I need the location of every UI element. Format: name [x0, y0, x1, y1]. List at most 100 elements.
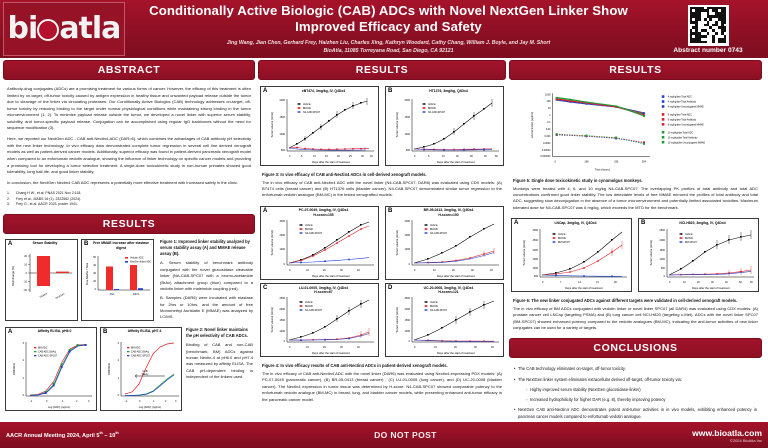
bullet-glyph: • [514, 366, 516, 372]
figure-3b-title: HT1376, 3mg/kg, Q4Dx4 [429, 88, 468, 93]
figure-4b-title: BR-05-0413, 3mg/kg, IV, Q4Dx4 [423, 208, 474, 213]
figure-3a-chart: 2000 1500 1000 500 Tumor volume (mm3) Da… [270, 97, 374, 164]
svg-text:40: 40 [484, 155, 487, 158]
svg-text:0: 0 [284, 340, 286, 343]
svg-text:-20: -20 [23, 289, 27, 292]
qr-code-icon[interactable] [687, 4, 729, 46]
column-left: ABSTRACT Antibody-drug conjugates (ADCs)… [3, 60, 255, 422]
svg-text:BM-MC: BM-MC [685, 237, 693, 240]
figure-1b-title: Free MMAE increase after elastase digest [93, 241, 149, 250]
legend-item: 4 mg/kg/dse Total ADC [668, 96, 692, 99]
poster-header: bi atla Conditionally Active Biologic (CA… [0, 0, 768, 58]
svg-text:0: 0 [555, 161, 557, 164]
svg-text:1: 1 [549, 114, 551, 117]
svg-text:20: 20 [337, 155, 340, 158]
svg-text:0: 0 [139, 400, 141, 403]
figure-3b-chart: 2000 1500 1000 500 Tumor volume (mm3) Da… [395, 98, 499, 164]
poster-footer: AACR Annual Meeting 2024, April 5th – 10… [0, 422, 768, 448]
svg-text:10: 10 [313, 155, 316, 158]
svg-text:1: 1 [23, 377, 25, 380]
svg-text:40: 40 [725, 281, 728, 284]
section-header-conclusions: CONCLUSIONS [509, 338, 762, 359]
title-line-2: Improved Efficacy and Safety [295, 19, 482, 35]
svg-text:20: 20 [454, 346, 457, 349]
panel-letter-b: B [388, 88, 393, 94]
svg-text:0: 0 [95, 288, 97, 291]
svg-text:CAB-ADC-SPC07: CAB-ADC-SPC07 [38, 354, 58, 357]
do-not-post-notice: DO NOT POST [374, 430, 437, 440]
svg-text:0: 0 [542, 281, 544, 284]
svg-text:30: 30 [471, 269, 474, 272]
legend-item: 10 mg/kg/dse Unconjugated MMAE [668, 141, 706, 144]
figure-4d-title: UC-20-0008, 3mg/kg, IV, Q4Dx4 [423, 285, 474, 290]
figure-2a-chart: 3 2 1 0 OD450nm -1 0 1 2 3 Log [ADC] (ng… [12, 341, 92, 409]
svg-text:30: 30 [470, 155, 473, 158]
svg-text:30: 30 [361, 155, 364, 158]
svg-text:2000: 2000 [279, 308, 285, 311]
svg-text:336: 336 [614, 161, 619, 164]
svg-text:N4-CAB-SPC07: N4-CAB-SPC07 [303, 111, 321, 114]
svg-text:2000: 2000 [404, 99, 410, 102]
svg-text:Time (hours): Time (hours) [595, 168, 610, 172]
svg-text:500: 500 [406, 149, 411, 152]
svg-text:500: 500 [534, 275, 539, 278]
figure-4c-subtitle: H-score=67 [314, 290, 333, 294]
logo-text: bi atla [7, 11, 122, 46]
svg-text:Tumor volume (mm3): Tumor volume (mm3) [395, 308, 399, 334]
svg-text:1000: 1000 [532, 267, 538, 270]
panel-letter-c: C [263, 285, 268, 292]
svg-text:N4-CAB-SPC07: N4-CAB-SPC07 [305, 232, 323, 235]
svg-text:1000: 1000 [404, 133, 410, 136]
svg-text:2000: 2000 [659, 239, 665, 242]
figure-5-caption: Figure 5: Single dose toxicokinetic stud… [509, 176, 762, 211]
svg-text:10hrs: 10hrs [133, 293, 140, 296]
affiliation: BioAtla, 11085 Torreyana Road, San Diego… [323, 47, 454, 54]
list-item: 1. Chang H W., et al. PNAS 2021 Nov 2;118… [7, 191, 82, 196]
svg-text:CAB-ADC (BrAc): CAB-ADC (BrAc) [131, 350, 149, 353]
svg-text:-1: -1 [125, 400, 128, 403]
figure-1-caption: Figure 1: Improved linker stability anal… [158, 239, 253, 321]
figure-2-caption-body: Binding of CAB and non-CAB (benchmark, B… [186, 342, 253, 380]
svg-text:N4-CAB-SPC07: N4-CAB-SPC07 [305, 309, 323, 312]
panel-letter-b: B [103, 328, 108, 335]
svg-text:10: 10 [306, 269, 309, 272]
bullet-glyph: • [514, 376, 516, 382]
website-link[interactable]: www.bioatla.com [692, 427, 762, 438]
svg-text:2000: 2000 [404, 308, 410, 311]
svg-text:30: 30 [340, 269, 343, 272]
figure-3-panel-a: A eBT474, 3mg/kg, IV, Q4Dx4 2000 1500 10… [260, 86, 379, 166]
svg-text:1500: 1500 [659, 249, 665, 252]
svg-text:2hrs: 2hrs [110, 293, 116, 296]
svg-text:NextGen linker ADC: NextGen linker ADC [130, 261, 152, 264]
svg-text:N4-CAB-SPC07: N4-CAB-SPC07 [430, 232, 448, 235]
svg-text:15: 15 [325, 155, 328, 158]
svg-text:0: 0 [46, 400, 48, 403]
svg-text:CAB-ADC-SPC07: CAB-ADC-SPC07 [131, 354, 151, 357]
svg-text:500: 500 [281, 149, 286, 152]
svg-text:Vehicle: Vehicle [305, 301, 313, 304]
poster-content: ABSTRACT Antibody-drug conjugates (ADCs)… [0, 58, 768, 447]
cab-safety-annotation: CAB [143, 370, 148, 373]
svg-text:0: 0 [284, 263, 286, 266]
svg-text:1000: 1000 [279, 133, 285, 136]
panel-letter-d: D [388, 285, 393, 292]
legend-item: 6 mg/kg/dse Total ADC [668, 114, 692, 117]
svg-text:10: 10 [24, 263, 27, 266]
svg-text:25: 25 [349, 155, 352, 158]
abstract-body: Antibody-drug conjugates (ADCs) are a pr… [3, 83, 255, 208]
svg-text:0.0001: 0.0001 [543, 142, 551, 145]
svg-text:Days after the start of treatm: Days after the start of treatment [312, 351, 350, 355]
svg-text:0: 0 [23, 394, 25, 397]
svg-text:0: 0 [118, 394, 120, 397]
svg-text:10: 10 [306, 346, 309, 349]
svg-text:0: 0 [414, 155, 416, 158]
footer-brand: www.bioatla.com ©2024 BioAtla Inc [692, 428, 762, 443]
svg-text:0: 0 [669, 281, 671, 284]
svg-text:BM-MC: BM-MC [303, 107, 311, 110]
svg-text:2000: 2000 [279, 234, 285, 237]
figure-4a-subtitle: H-score=155 [313, 212, 334, 217]
figure-3-caption-title: Figure 3: In vivo efficacy of CAB anti-N… [262, 171, 427, 177]
svg-text:DAR change (%): DAR change (%) [11, 266, 15, 286]
figure-4d-chart: 2500 2000 1500 1000 0 Tumor volume (mm3)… [395, 297, 499, 355]
figure-1-block: A Serum Stability 20 10 0 [3, 237, 255, 321]
